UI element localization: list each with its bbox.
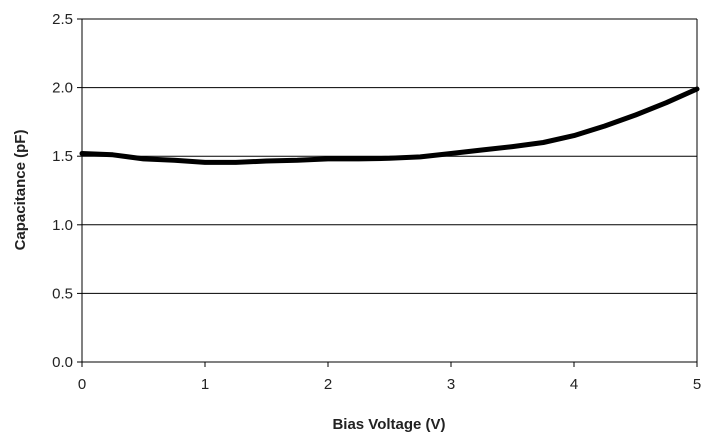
y-tick-label-4: 2.0	[52, 80, 73, 97]
x-tick-label-1: 1	[201, 376, 209, 393]
x-tick-label-3: 3	[447, 376, 455, 393]
x-tick-label-2: 2	[324, 376, 332, 393]
x-tick-label-4: 4	[570, 376, 578, 393]
y-tick-label-5: 2.5	[52, 11, 73, 28]
x-tick-label-5: 5	[693, 376, 701, 393]
y-tick-label-2: 1.0	[52, 217, 73, 234]
y-axis-title: Capacitance (pF)	[12, 130, 29, 251]
y-tick-label-0: 0.0	[52, 354, 73, 371]
y-tick-label-3: 1.5	[52, 148, 73, 165]
y-tick-label-1: 0.5	[52, 285, 73, 302]
axes	[77, 18, 698, 367]
series-layer	[79, 86, 700, 165]
series-line-0	[79, 86, 700, 165]
tick-labels: 0.0 0.5 1.0 1.5 2.0 2.5 0 1 2 3 4 5	[52, 11, 701, 393]
x-axis-title: Bias Voltage (V)	[332, 416, 445, 433]
x-tick-label-0: 0	[78, 376, 86, 393]
